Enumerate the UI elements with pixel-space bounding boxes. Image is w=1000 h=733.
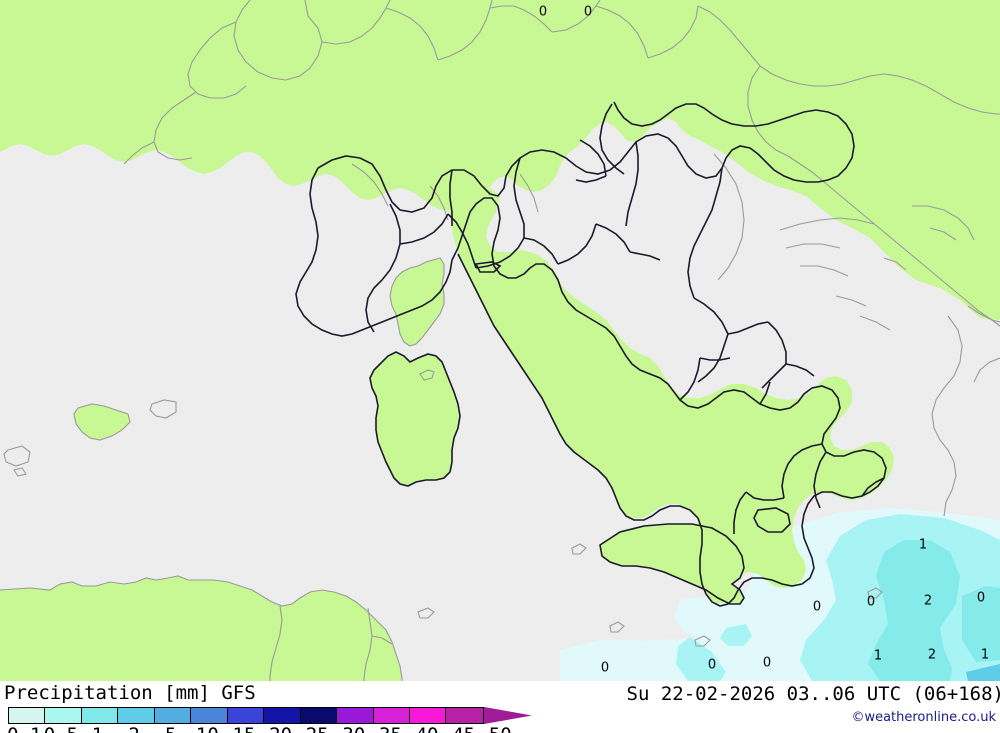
precip-area-southwest <box>560 640 660 681</box>
land-layer <box>0 0 1000 681</box>
land-corsica <box>390 258 444 346</box>
color-swatch <box>9 708 46 723</box>
major-borders-layer <box>295 101 887 607</box>
color-scale-tick: 0.1 <box>7 724 41 733</box>
valid-time-stamp: Su 22-02-2026 03..06 UTC (06+168) <box>626 683 1000 705</box>
copyright-notice: ©weatheronline.co.uk <box>851 710 996 725</box>
color-scale-tick: 40 <box>416 724 439 733</box>
precip-area-south-core2 <box>676 637 726 681</box>
color-swatch <box>446 708 483 723</box>
precip-area-ionian-inner <box>868 540 960 681</box>
color-scale-tick: 10 <box>196 724 219 733</box>
color-scale-tick: 15 <box>233 724 256 733</box>
color-swatch <box>45 708 82 723</box>
precip-area-ionian-inner2 <box>962 586 1000 662</box>
map-vector-layer <box>0 0 1000 681</box>
color-swatch <box>154 708 192 723</box>
land-italy-peninsula <box>450 188 894 604</box>
minor-borders-layer <box>0 0 1000 681</box>
color-swatch <box>118 708 155 723</box>
color-swatch <box>409 708 447 723</box>
color-scale-tick: 2 <box>128 724 139 733</box>
land-central-europe-top <box>0 0 1000 60</box>
color-scale-tick: 1 <box>92 724 103 733</box>
precip-area-south-core <box>720 624 752 646</box>
land-north-africa <box>0 576 402 681</box>
land-sardinia <box>370 352 460 486</box>
legend-title: Precipitation [mm] GFS <box>4 682 256 704</box>
color-scale-overflow-arrow <box>484 707 532 724</box>
color-swatch <box>337 708 374 723</box>
land-mallorca <box>74 404 130 440</box>
precip-area-ionian-deep <box>966 664 1000 681</box>
land-central-europe <box>0 0 1000 320</box>
color-swatch <box>81 708 119 723</box>
color-scale-tick: 25 <box>306 724 329 733</box>
color-scale-tick: 35 <box>379 724 402 733</box>
color-swatch <box>191 708 228 723</box>
map-footer: Precipitation [mm] GFS 0.10.512510152025… <box>0 681 1000 733</box>
color-scale-tick: 20 <box>269 724 292 733</box>
color-swatch <box>264 708 301 723</box>
color-scale-tick-labels: 0.10.5125101520253035404550 <box>0 724 540 733</box>
land-sicily-ne <box>754 508 790 532</box>
color-swatch <box>373 708 410 723</box>
color-scale-tick: 5 <box>165 724 176 733</box>
color-scale-tick: 50 <box>489 724 512 733</box>
map-canvas[interactable]: 0 0 0 0 1 2 0 1 2 1 0 0 0 <box>0 0 1000 681</box>
color-scale-tick: 30 <box>342 724 365 733</box>
color-scale-tick: 45 <box>452 724 475 733</box>
color-swatch <box>227 708 265 723</box>
color-swatch <box>300 708 338 723</box>
land-sicily <box>600 524 744 604</box>
color-scale-tick: 0.5 <box>44 724 78 733</box>
color-scale-bar <box>8 707 484 724</box>
